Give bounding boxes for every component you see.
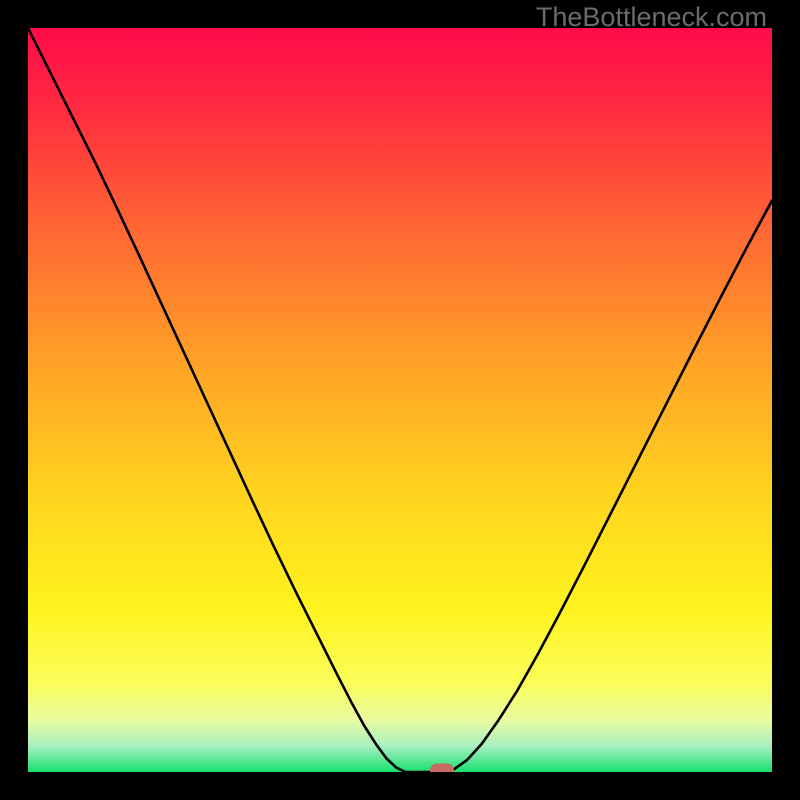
plot-area [28,28,772,772]
watermark-text: TheBottleneck.com [536,2,767,33]
bottleneck-curve [28,28,772,772]
minimum-marker [430,763,454,772]
curve-path [28,28,772,772]
minimum-marker-pill [430,763,454,772]
